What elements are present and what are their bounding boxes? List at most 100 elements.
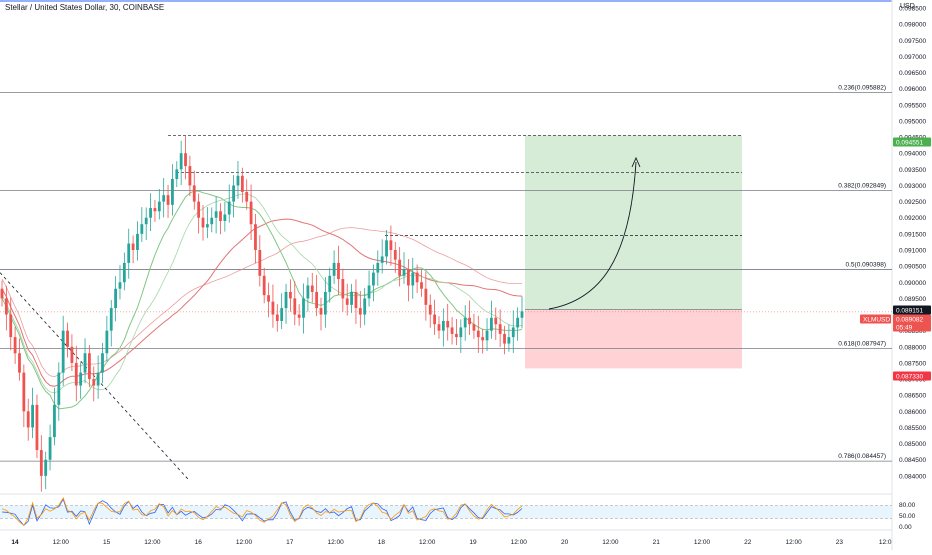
candle-body — [205, 224, 209, 228]
time-axis[interactable]: 14 12:00 15 12:00 16 12:00 17 12:00 18 12:00 19 12:… — [11, 539, 892, 546]
candle-body — [358, 308, 362, 315]
candle-body — [219, 211, 222, 221]
candle-body — [450, 327, 454, 334]
entry-badge — [893, 305, 931, 315]
candle-body — [214, 211, 218, 218]
candle-body — [240, 175, 244, 192]
candle-body — [354, 291, 358, 309]
resistance-lines — [168, 135, 742, 236]
candle-body — [35, 404, 39, 451]
candle-body — [101, 353, 104, 373]
candles — [0, 136, 524, 492]
symbol-badge-text: XLMUSD — [863, 317, 890, 324]
candle-body — [197, 201, 201, 218]
rsi-tick-label: 50.00 — [899, 513, 916, 520]
stop-badge-text: 0.087330 — [896, 374, 923, 381]
candle-body — [380, 256, 384, 263]
candle-body — [131, 243, 135, 250]
candle-body — [315, 291, 319, 309]
rsi-tick-label: 80.00 — [899, 502, 916, 509]
candle-body — [249, 201, 253, 225]
rsi-pane: 80.00 50.00 0.00 — [0, 496, 916, 531]
candle-body — [166, 195, 170, 205]
candle-body — [507, 337, 511, 344]
candle-body — [122, 262, 126, 283]
candle-body — [105, 330, 109, 354]
candle-body — [9, 314, 13, 338]
price-axis[interactable]: 0.098500 0.098000 0.097500 0.097000 0.096500… — [899, 6, 926, 481]
candle-body — [472, 324, 476, 331]
price-tick-label: 0.093000 — [899, 183, 926, 190]
fib-label: 0.618(0.087947) — [838, 341, 886, 348]
fib-levels: 0.236(0.095882) 0.382(0.092849) 0.5(0.0903… — [0, 84, 892, 462]
candle-body — [476, 330, 480, 338]
price-tick-label: 0.098000 — [899, 22, 926, 29]
time-tick-label: 12:00 — [327, 539, 344, 546]
chart-title: Stellar / United States Dollar, 30, COIN… — [5, 3, 165, 12]
target-arrow-icon — [548, 156, 641, 310]
fib-label: 0.786(0.084457) — [838, 453, 886, 460]
time-tick-label: 12:00 — [53, 539, 70, 546]
candle-body — [44, 459, 48, 476]
candle-body — [70, 346, 74, 363]
time-tick-label: 12:00 — [694, 539, 711, 546]
candle-body — [79, 372, 83, 386]
candle-body — [328, 275, 332, 292]
price-tick-label: 0.097500 — [899, 38, 926, 45]
candle-body — [350, 291, 353, 305]
price-tick-label: 0.095000 — [899, 118, 926, 125]
candle-body — [323, 291, 327, 315]
candle-body — [61, 330, 65, 373]
candle-body — [389, 240, 393, 250]
entry-badge-text: 0.089151 — [896, 308, 923, 315]
candle-body — [184, 153, 187, 167]
price-tick-label: 0.092500 — [899, 199, 926, 206]
candle-body — [192, 185, 196, 202]
price-tick-label: 0.085000 — [899, 441, 926, 448]
candle-body — [459, 327, 463, 338]
time-tick-label: 12:00 — [785, 539, 802, 546]
candle-body — [372, 272, 375, 286]
fib-label: 0.5(0.090398) — [846, 261, 886, 268]
timer-badge-text: 05:49 — [896, 325, 913, 332]
candle-body — [162, 195, 166, 202]
candle-body — [428, 304, 432, 315]
position-zones — [0, 135, 892, 369]
candle-body — [284, 291, 288, 309]
rsi-signal-line — [1, 496, 523, 527]
candle-body — [92, 379, 96, 386]
candle-body — [118, 282, 122, 289]
price-tick-label: 0.086000 — [899, 409, 926, 416]
candle-body — [485, 330, 489, 341]
rsi-band — [0, 505, 892, 519]
candle-body — [201, 217, 205, 228]
price-tick-label: 0.085500 — [899, 425, 926, 432]
candle-body — [455, 333, 458, 338]
candle-body — [468, 317, 471, 325]
price-tick-label: 0.088500 — [899, 328, 926, 335]
candle-body — [136, 233, 139, 250]
time-tick-label: 12:00 — [236, 539, 253, 546]
arrow-curve — [548, 161, 637, 310]
candle-body — [245, 191, 249, 202]
candle-body — [179, 153, 183, 170]
candle-body — [254, 224, 257, 250]
candle-body — [223, 214, 227, 221]
fib-label: 0.236(0.095882) — [838, 84, 886, 91]
candle-body — [490, 317, 493, 331]
ma-short-line — [1, 190, 523, 410]
candle-body — [280, 308, 284, 321]
last-badge — [893, 314, 931, 324]
candle-body — [262, 275, 266, 296]
candle-body — [87, 353, 91, 380]
candle-body — [39, 450, 43, 476]
candle-body — [420, 282, 423, 289]
candle-body — [446, 320, 450, 328]
grid — [0, 0, 893, 550]
candle-body — [481, 337, 485, 341]
candle-body — [319, 308, 323, 315]
candle-body — [520, 311, 524, 318]
candle-body — [153, 208, 157, 212]
